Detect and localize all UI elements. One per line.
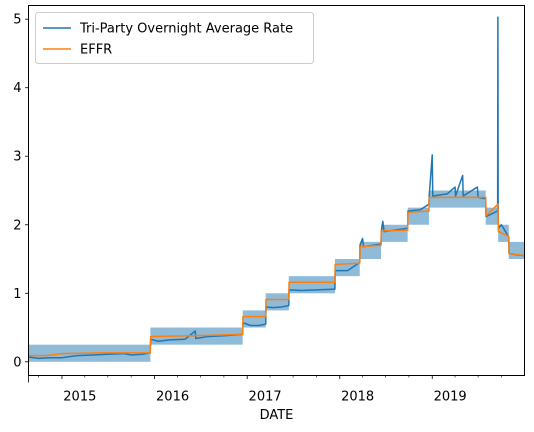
series-lines: [28, 16, 525, 360]
series-line-tri-party: [28, 16, 525, 360]
y-tick-label: 2: [13, 218, 21, 233]
x-tick-label: 2019: [434, 390, 467, 405]
y-tick-label: 4: [13, 81, 21, 96]
y-tick-label: 1: [13, 287, 21, 302]
plot-frame: [28, 5, 525, 376]
x-axis: 2015 2016 2017 2018 2019: [28, 375, 502, 405]
x-tick-label: 2016: [156, 390, 189, 405]
legend: Tri-Party Overnight Average Rate EFFR: [35, 12, 314, 64]
y-tick-label: 5: [13, 13, 21, 28]
x-tick-label: 2017: [249, 390, 282, 405]
target-range-band: [334, 259, 360, 277]
y-tick-label: 3: [13, 150, 21, 165]
y-tick-label: 0: [13, 355, 21, 370]
legend-label: EFFR: [80, 43, 112, 58]
y-axis: 0 1 2 3 4 5: [13, 13, 29, 370]
target-range-bands: [28, 190, 525, 362]
x-tick-label: 2015: [63, 390, 96, 405]
series-line-effr: [28, 196, 525, 357]
x-tick-label: 2018: [341, 390, 374, 405]
target-range-band: [508, 241, 525, 260]
legend-box: [35, 12, 314, 64]
legend-label: Tri-Party Overnight Average Rate: [79, 22, 293, 37]
target-range-band: [381, 224, 408, 242]
target-range-band: [242, 310, 266, 328]
x-axis-label: DATE: [260, 408, 294, 423]
